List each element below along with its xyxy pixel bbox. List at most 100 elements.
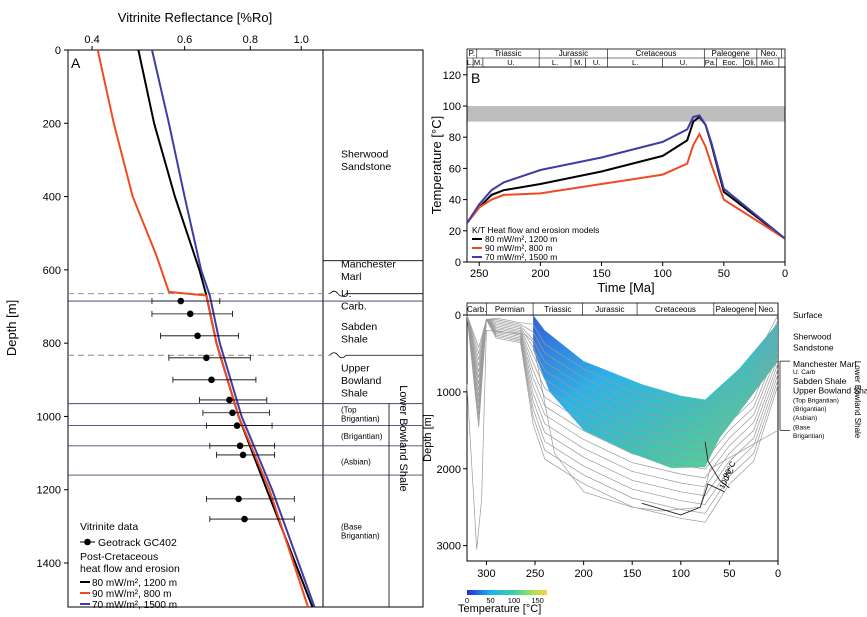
y-axis-label: Depth [m] (422, 414, 434, 462)
unit-label: Sandstone (793, 342, 834, 352)
period-label: Cretaceous (655, 305, 696, 314)
unit-label-line: Sherwood (341, 149, 388, 161)
unit-label-line: Brigantian) (341, 532, 380, 541)
lower-bowland-label: Lower Bowland Shale (853, 361, 862, 439)
vitrinite-point (208, 376, 215, 384)
epoch-label: L. (552, 58, 558, 67)
vitrinite-point (241, 515, 248, 523)
burial-curve (466, 314, 779, 523)
vitrinite-point (236, 442, 244, 450)
period-label: Neo. (761, 49, 778, 58)
colorbar-tick-label: 0 (465, 596, 469, 605)
colorbar-tick-label: 150 (531, 596, 544, 605)
x-tick-label: 1.0 (294, 34, 309, 46)
panel-a-depth-reflectance: 0.4 0.6 0.8 1.0 Vitrinite Reflectance [%Ro] 0… (4, 10, 424, 611)
period-label: Jurassic (559, 49, 588, 58)
x-tick-label: 100 (654, 268, 672, 280)
y-tick-label: 1000 (437, 387, 461, 399)
legend-entry: 90 mW/m², 800 m (92, 589, 171, 600)
unit-label: (Base Brigantian) (341, 523, 380, 541)
unit-label: (Asbian) (793, 415, 817, 422)
x-tick-label: 150 (592, 268, 610, 280)
unconformity-symbol (329, 290, 347, 297)
x-tick-label: 0.8 (243, 34, 258, 46)
unit-label: Upper Bowland Shale (793, 385, 867, 395)
unit-label-line: Carb. (341, 300, 367, 312)
y-tick-label: 0 (455, 310, 461, 322)
x-tick-label: 50 (718, 268, 730, 280)
unit-label-line: Upper (341, 362, 370, 374)
panel-b-temperature-history: P. Triassic Jurassic Cretaceous Paleogene Neo… (429, 48, 788, 295)
period-label: Permian (495, 305, 525, 314)
period-label: Paleogene (716, 305, 755, 314)
period-label: Cretaceous (636, 49, 677, 58)
x-tick-label: 250 (526, 568, 544, 580)
legend-entry: 80 mW/m², 1200 m (485, 234, 557, 244)
epoch-label: U. (680, 58, 688, 67)
unit-label-line: Shale (341, 387, 368, 399)
vitrinite-point (177, 297, 185, 305)
unit-label-line: Sandstone (341, 161, 391, 173)
unit-label: Sherwood Sandstone (341, 149, 391, 174)
vitrinite-point (235, 495, 242, 503)
x-tick-label: 200 (574, 568, 592, 580)
legend-entry: 70 mW/m², 1500 m (92, 600, 177, 611)
y-tick-label: 1000 (37, 411, 61, 423)
x-tick-label: 0 (782, 268, 788, 280)
period-label: P. (469, 49, 476, 58)
legend-entry: 80 mW/m², 1200 m (92, 578, 177, 589)
isotherm-100 (641, 483, 725, 516)
period-label: Triassic (544, 305, 571, 314)
epoch-label: Eoc. (722, 58, 737, 67)
epoch-label: Mio. (761, 58, 775, 67)
vitrinite-point (194, 332, 201, 340)
panel-letter: B (471, 70, 480, 86)
isotherm-90 (704, 441, 730, 489)
period-label: Triassic (494, 49, 521, 58)
unit-label-line: Bowland (341, 375, 381, 387)
unit-label: Manchester Marl (341, 259, 396, 284)
x-tick-label: 150 (623, 568, 641, 580)
strat-column-frame (322, 49, 424, 608)
legend-entry: 70 mW/m², 1500 m (485, 252, 557, 262)
epoch-label: M. (474, 58, 482, 67)
colorbar (467, 590, 547, 595)
unit-label: (Top Brigantian) (793, 398, 839, 405)
x-tick-label: 300 (477, 568, 495, 580)
y-tick-label: 120 (443, 70, 461, 82)
unit-label-line: Brigantian) (341, 414, 380, 423)
legend-entry: 90 mW/m², 800 m (485, 243, 553, 253)
model-line-2 (151, 49, 316, 608)
x-axis-label: Time [Ma] (597, 280, 654, 295)
legend-model-title-2: heat flow and erosion (80, 563, 180, 575)
epoch-label: Pa. (705, 58, 716, 67)
epoch-label: L. (632, 58, 638, 67)
period-label: Paleogene (711, 49, 750, 58)
period-label: Jurassic (595, 305, 624, 314)
epoch-label: U. (507, 58, 515, 67)
vitrinite-point (226, 396, 233, 404)
y-axis-label: Temperature [°C] (429, 116, 444, 214)
legend-model-title-1: Post-Cretaceous (80, 551, 158, 563)
unit-label: (Asbian) (341, 457, 371, 466)
x-tick-label: 0.4 (84, 34, 99, 46)
history-line-1 (466, 131, 786, 240)
y-tick-label: 60 (449, 163, 461, 175)
vitrinite-point (233, 422, 241, 429)
panel-letter: A (71, 55, 81, 71)
unit-label-line: U. (341, 288, 352, 300)
history-line-2 (466, 114, 786, 240)
legend-title: K/T Heat flow and erosion models (472, 225, 599, 235)
y-tick-label: 20 (449, 226, 461, 238)
model-line-1 (96, 49, 309, 608)
unit-label-line: (Base (341, 523, 362, 532)
y-tick-label: 80 (449, 132, 461, 144)
unit-label: Sherwood (793, 332, 832, 342)
unit-label: (Base (793, 424, 810, 431)
x-axis-label: Vitrinite Reflectance [%Ro] (118, 10, 272, 25)
y-tick-label: 400 (43, 192, 61, 204)
vitrinite-point (203, 354, 210, 362)
shaded-band (467, 106, 785, 122)
vitrinite-point (186, 310, 194, 318)
